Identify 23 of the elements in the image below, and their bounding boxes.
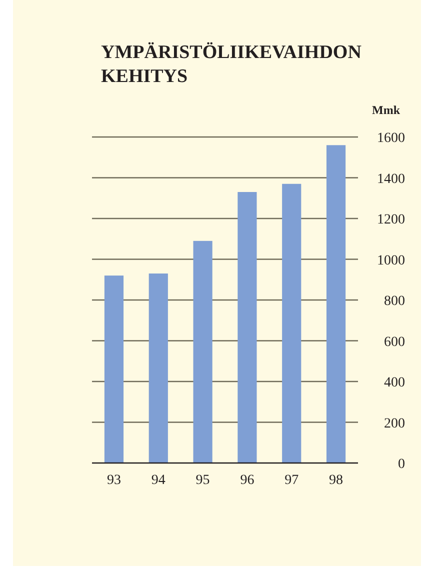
x-tick-label: 98: [329, 473, 344, 488]
bar: [104, 276, 124, 463]
bar: [238, 192, 257, 463]
y-tick-label: 800: [384, 294, 405, 309]
y-tick-label: 1200: [377, 212, 405, 228]
bar: [282, 184, 302, 463]
x-tick-label: 95: [196, 473, 210, 488]
x-tick-label: 94: [151, 473, 166, 488]
bar: [148, 274, 168, 463]
y-tick-label: 600: [384, 334, 405, 350]
x-tick-label: 96: [240, 473, 254, 488]
y-tick-label: 1000: [377, 253, 405, 268]
bar: [326, 145, 346, 463]
chart-title: YMPÄRISTÖLIIKEVAIHDON KEHITYS: [101, 42, 362, 87]
x-tick-label: 97: [284, 473, 299, 488]
y-tick-label: 0: [398, 457, 405, 472]
y-tick-label: 1400: [377, 172, 405, 187]
y-tick-label: 1600: [377, 131, 405, 146]
y-axis-title: Mmk: [372, 103, 400, 117]
bar: [193, 240, 212, 463]
y-tick-label: 400: [384, 376, 405, 390]
y-tick-label: 200: [384, 416, 405, 432]
x-tick-label: 93: [106, 473, 121, 488]
